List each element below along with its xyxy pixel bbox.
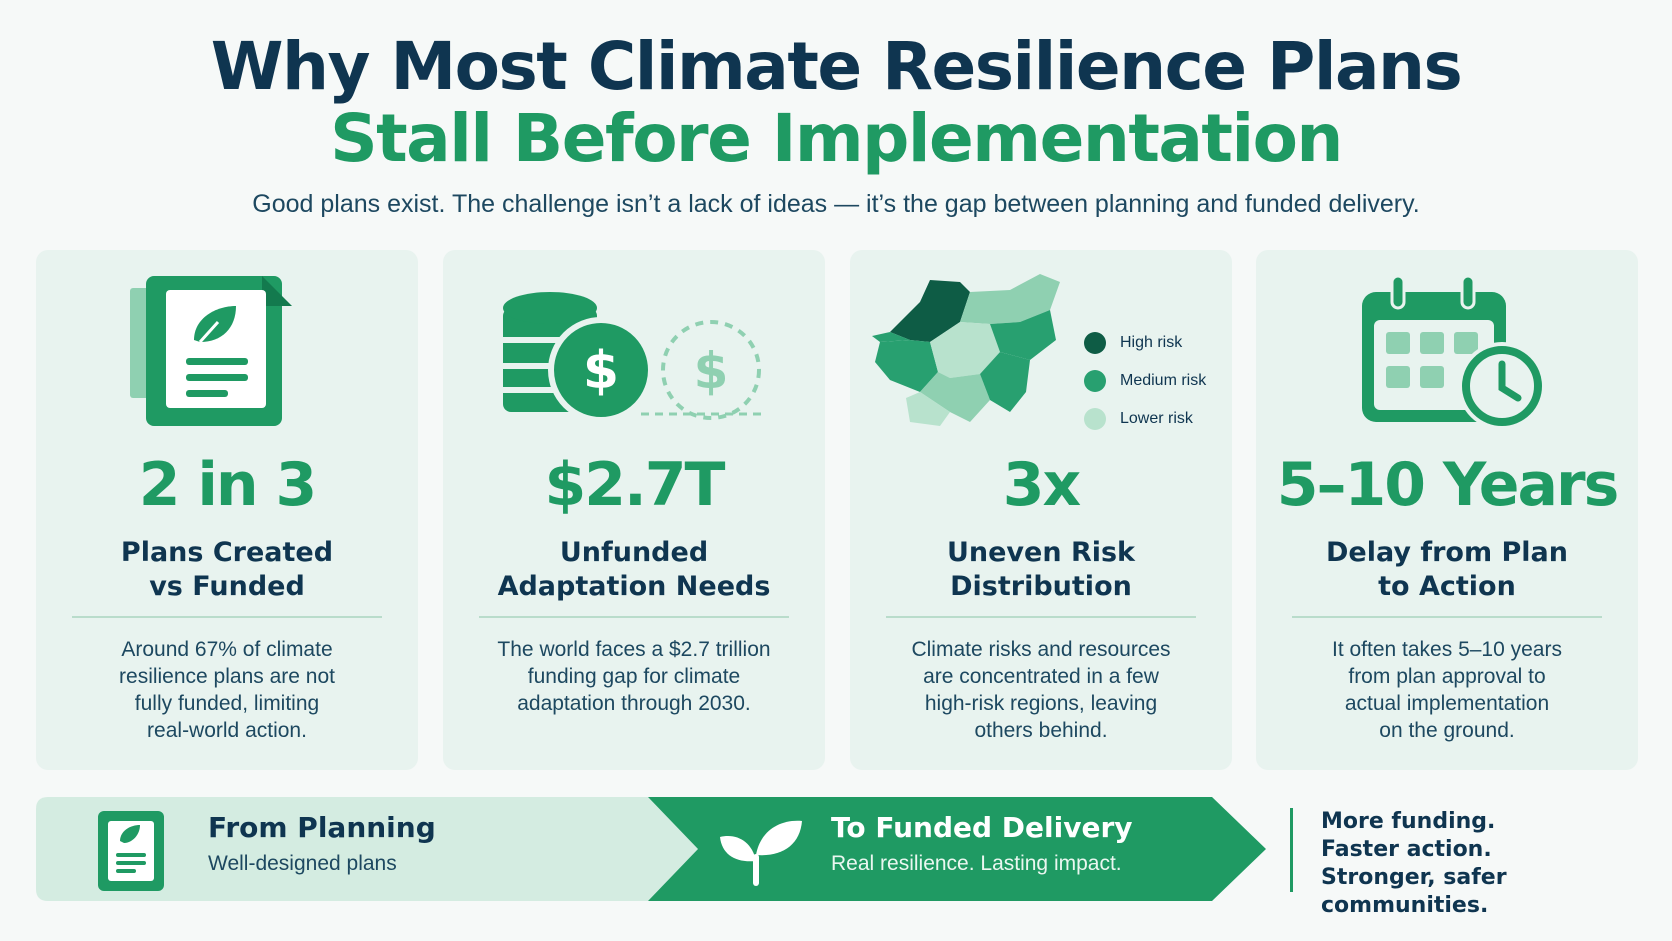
calendar-clock-icon [1256,262,1638,432]
planning-to-delivery-banner: From Planning Well-designed plans To Fun… [36,797,1266,901]
banner-arrows [36,797,1266,901]
document-leaf-icon [98,811,164,891]
legend-dot [1084,408,1106,430]
legend-dot [1084,370,1106,392]
closing-line: Stronger, safer communities. [1321,865,1507,918]
legend-item-lower: Lower risk [1084,400,1224,438]
stat-description: Climate risks and resources are concentr… [911,638,1171,742]
divider [479,616,789,618]
risk-map-icon: High risk Medium risk Lower risk [850,262,1232,432]
stat-value: 2 in 3 [138,450,318,520]
stat-card-plans: 2 in 3 Plans Created vs Funded Around 67… [36,250,418,770]
stat-label: Unfunded Adaptation Needs [497,537,771,602]
svg-text:$: $ [694,342,729,400]
stat-label: Uneven Risk Distribution [946,537,1136,602]
stat-value: $2.7T [544,450,726,520]
stat-label: Plans Created vs Funded [120,537,334,602]
stat-description: Around 67% of climate resilience plans a… [119,638,335,742]
legend-item-high: High risk [1084,324,1224,362]
coins-dollar-icon: $ $ [443,262,825,432]
stat-card-risk: High risk Medium risk Lower risk 3x Unev… [850,250,1232,770]
stat-value: 5–10 Years [1276,450,1620,520]
from-planning-subtitle: Well-designed plans [208,852,397,875]
closing-line: Faster action. [1321,837,1492,862]
stat-value: 3x [1002,450,1081,520]
divider [72,616,382,618]
subtitle: Good plans exist. The challenge isn’t a … [252,190,1420,218]
title-line-1: Why Most Climate Resilience Plans [210,28,1463,105]
legend-dot [1084,332,1106,354]
risk-legend: High risk Medium risk Lower risk [1084,324,1224,438]
title-line-2: Stall Before Implementation [330,100,1343,177]
svg-text:$: $ [583,341,619,401]
closing-line: More funding. [1321,809,1496,834]
to-delivery-title: To Funded Delivery [831,811,1133,844]
stat-description: The world faces a $2.7 trillion funding … [497,638,771,715]
stat-description: It often takes 5–10 years from plan appr… [1332,638,1562,742]
from-planning-title: From Planning [208,811,436,844]
document-leaf-icon [36,262,418,432]
stat-card-funding: $ $ $2.7T Unfunded Adaptation Needs The … [443,250,825,770]
legend-item-medium: Medium risk [1084,362,1224,400]
closing-statement: More funding. Faster action. Stronger, s… [1290,808,1672,918]
stat-card-delay: 5–10 Years Delay from Plan to Action It … [1256,250,1638,770]
sprout-icon [720,820,802,886]
stat-label: Delay from Plan to Action [1326,537,1568,602]
to-delivery-subtitle: Real resilience. Lasting impact. [831,852,1122,875]
divider [1292,616,1602,618]
divider [886,616,1196,618]
